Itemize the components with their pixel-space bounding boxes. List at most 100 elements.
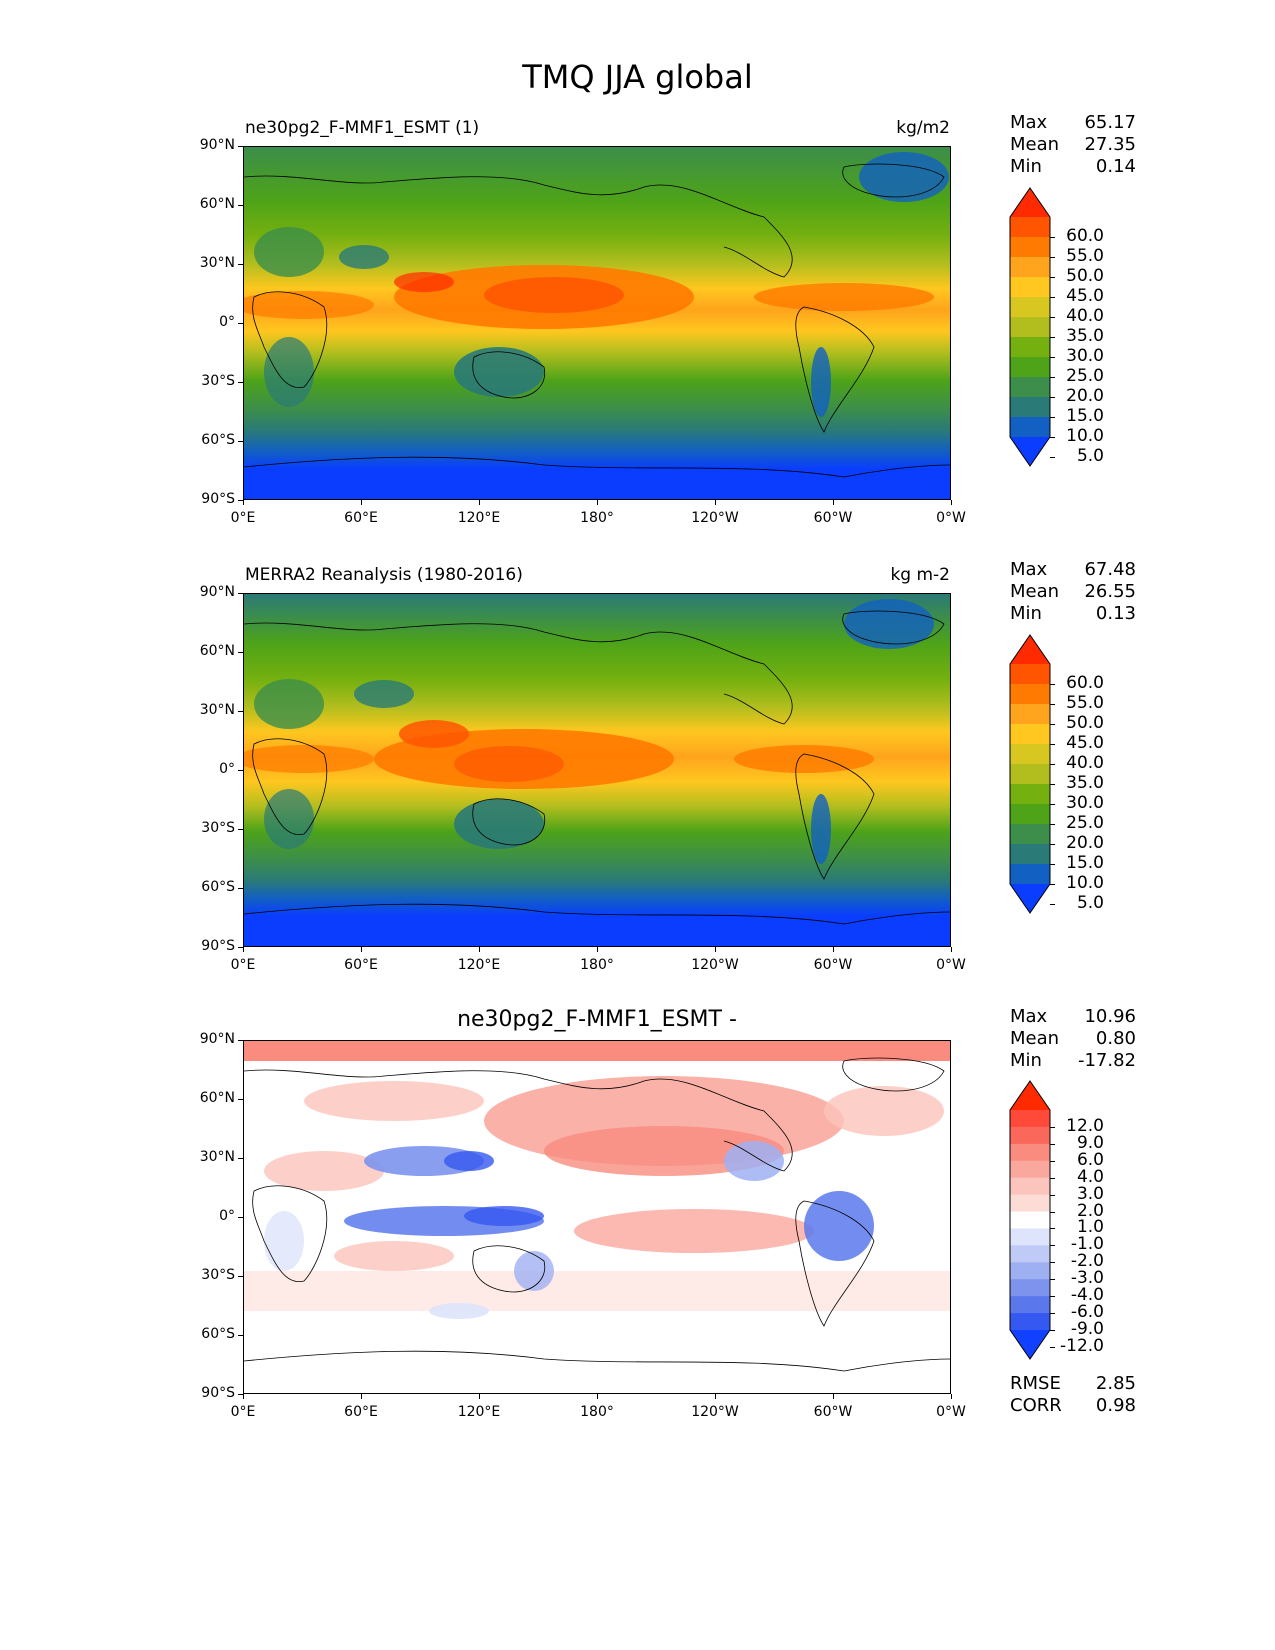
lon-tick-mark (833, 947, 834, 952)
colorbar-level-label: 4.0 (1076, 1166, 1104, 1187)
colorbar-level-label: 55.0 (1066, 693, 1104, 713)
colorbar-level-label: 15.0 (1066, 853, 1104, 873)
lon-tick-label: 0°E (230, 510, 256, 526)
stat-label: Min (1010, 1050, 1042, 1071)
colorbar-segment (1010, 1211, 1050, 1229)
lat-tick-mark (238, 205, 243, 206)
colorbar-segment (1010, 1228, 1050, 1246)
colorbar-level-label: 45.0 (1066, 286, 1104, 306)
stat-label: Max (1010, 559, 1048, 580)
colorbar-segment (1010, 397, 1050, 418)
panel-left-title: ne30pg2_F-MMF1_ESMT (1) (245, 118, 480, 138)
lon-tick-mark (243, 947, 244, 952)
colorbar-tick (1050, 844, 1055, 845)
lat-tick-label: 30°S (201, 1267, 235, 1283)
colorbar-level-label: 5.0 (1076, 893, 1104, 913)
lon-tick-label: 180° (580, 1404, 614, 1420)
colorbar-level-label: 50.0 (1066, 713, 1104, 733)
colorbar-segment (1010, 724, 1050, 745)
lat-tick-mark (238, 1217, 243, 1218)
colorbar-segment (1010, 664, 1050, 685)
colorbar-test (1009, 187, 1051, 467)
stat-value: 0.98 (1095, 1395, 1136, 1416)
colorbar-tick (1050, 1296, 1055, 1298)
lon-tick-label: 0°E (230, 957, 256, 973)
stats-difference: Max 10.96 Mean 0.80 Min -17.82 (1010, 1006, 1136, 1072)
colorbar-level-label: 1.0 (1076, 1217, 1104, 1238)
colorbar-level-label: 20.0 (1066, 386, 1104, 406)
colorbar-tick (1050, 1313, 1055, 1315)
stat-value: 2.85 (1095, 1373, 1136, 1394)
lon-tick-mark (715, 947, 716, 952)
colorbar-tick (1050, 724, 1055, 725)
stats-test: Max 65.17 Mean 27.35 Min 0.14 (1010, 112, 1136, 178)
colorbar-segment (1010, 1296, 1050, 1314)
colorbar-tick (1050, 397, 1055, 398)
lat-tick-label: 60°S (201, 879, 235, 895)
colorbar-tick (1050, 1143, 1055, 1145)
colorbar-level-label: 30.0 (1066, 346, 1104, 366)
lat-tick-label: 0° (219, 314, 235, 330)
colorbar-tick (1050, 437, 1055, 438)
lat-tick-mark (238, 264, 243, 265)
lon-tick-label: 120°W (691, 1404, 739, 1420)
lat-tick-label: 90°N (199, 584, 235, 600)
colorbar-tick (1050, 904, 1055, 905)
lat-tick-mark (238, 652, 243, 653)
colorbar-level-label: 40.0 (1066, 753, 1104, 773)
lon-tick-label: 120°W (691, 957, 739, 973)
stat-label: Min (1010, 156, 1042, 177)
stat-value: 0.14 (1095, 156, 1136, 177)
panel-center-title: ne30pg2_F-MMF1_ESMT - (457, 1007, 737, 1032)
colorbar-level-label: 20.0 (1066, 833, 1104, 853)
lon-tick-label: 0°W (936, 1404, 966, 1420)
colorbar-tick (1050, 457, 1055, 458)
map-reference (243, 593, 951, 947)
colorbar-tick (1050, 884, 1055, 885)
colorbar-tick (1050, 1126, 1055, 1128)
lon-tick-mark (951, 500, 952, 505)
colorbar-segment (1010, 704, 1050, 725)
colorbar-level-label: 60.0 (1066, 226, 1104, 246)
lat-tick-label: 90°N (199, 1031, 235, 1047)
colorbar-level-label: 6.0 (1076, 1149, 1104, 1170)
lat-tick-label: 30°N (199, 1149, 235, 1165)
colorbar-extend-min (1010, 1330, 1050, 1359)
colorbar-tick (1050, 804, 1055, 805)
lat-tick-mark (238, 770, 243, 771)
lon-tick-label: 60°E (344, 1404, 378, 1420)
lon-tick-mark (833, 500, 834, 505)
colorbar-segment (1010, 784, 1050, 805)
colorbar-segment (1010, 237, 1050, 258)
colorbar-extend-max (1010, 635, 1050, 664)
colorbar-level-label: -1.0 (1070, 1234, 1104, 1255)
colorbar-tick (1050, 824, 1055, 825)
lon-tick-label: 60°E (344, 957, 378, 973)
colorbar-extend-max (1010, 1081, 1050, 1110)
colorbar-tick (1050, 784, 1055, 785)
lat-tick-label: 60°N (199, 196, 235, 212)
colorbar-segment (1010, 1279, 1050, 1297)
lon-tick-label: 0°E (230, 1404, 256, 1420)
colorbar-segment (1010, 824, 1050, 845)
lon-tick-label: 120°W (691, 510, 739, 526)
lat-tick-label: 30°N (199, 255, 235, 271)
colorbar-reference (1009, 634, 1051, 914)
colorbar-segment (1010, 1245, 1050, 1263)
stat-label: CORR (1010, 1395, 1062, 1416)
lon-tick-mark (597, 1394, 598, 1399)
lon-tick-label: 60°W (813, 510, 853, 526)
map-reference-field (244, 594, 950, 946)
colorbar-segment (1010, 1143, 1050, 1162)
colorbar-segment (1010, 297, 1050, 318)
lon-tick-label: 120°E (457, 1404, 501, 1420)
stat-value: 26.55 (1084, 581, 1136, 602)
colorbar-tick (1050, 1228, 1055, 1230)
colorbar-tick (1050, 1160, 1055, 1162)
stat-value: -17.82 (1077, 1050, 1136, 1071)
colorbar-level-label: 10.0 (1066, 426, 1104, 446)
colorbar-tick (1050, 257, 1055, 258)
lat-tick-mark (238, 829, 243, 830)
colorbar-segment (1010, 1194, 1050, 1213)
lon-tick-label: 0°W (936, 510, 966, 526)
